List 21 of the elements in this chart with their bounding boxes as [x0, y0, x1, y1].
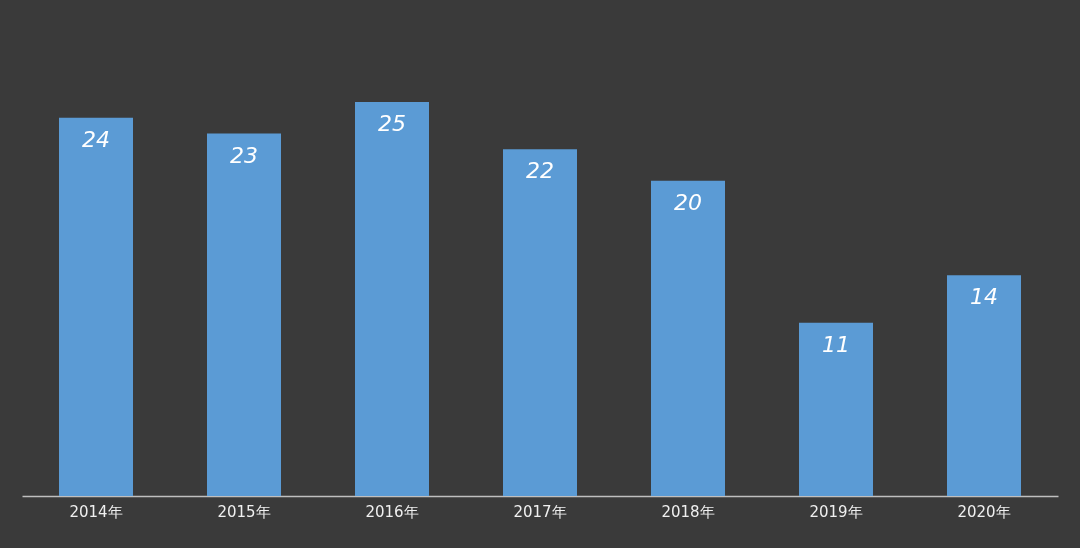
bar [59, 117, 133, 496]
bar [207, 133, 281, 496]
x-tick-label: 2020年 [957, 502, 1011, 521]
data-label: 11 [822, 331, 850, 357]
data-label: 14 [970, 284, 998, 310]
bar [355, 102, 429, 496]
data-label: 23 [230, 142, 258, 168]
bar [503, 149, 577, 496]
bar [799, 322, 873, 496]
x-tick-label: 2018年 [661, 502, 715, 521]
data-label: 25 [378, 111, 406, 136]
x-tick-label: 2015年 [217, 502, 271, 521]
data-label: 22 [526, 158, 554, 184]
bar [947, 275, 1021, 496]
data-label: 20 [674, 189, 702, 215]
x-tick-label: 2016年 [365, 502, 419, 521]
x-tick-label: 2014年 [69, 502, 123, 521]
x-tick-label: 2017年 [513, 502, 567, 521]
x-tick-label: 2019年 [809, 502, 863, 521]
bar [651, 180, 725, 496]
data-label: 24 [82, 126, 110, 152]
